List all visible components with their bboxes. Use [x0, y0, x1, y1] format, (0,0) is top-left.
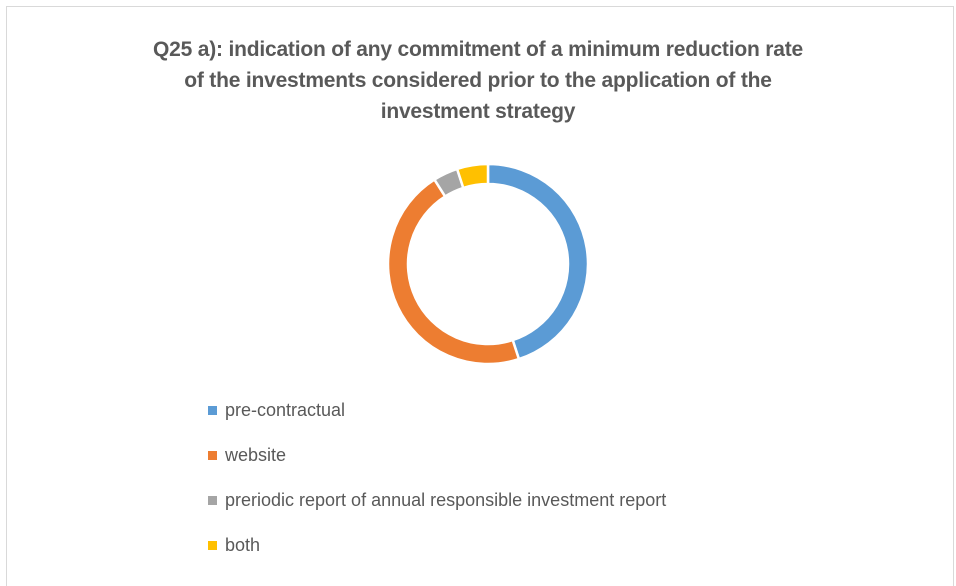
- legend-item-periodic-report: preriodic report of annual responsible i…: [208, 490, 666, 535]
- chart-title: Q25 a): indication of any commitment of …: [60, 34, 896, 127]
- legend: pre-contractual website preriodic report…: [208, 400, 666, 580]
- legend-label-website: website: [225, 445, 287, 465]
- legend-swatch-pre-contractual: [208, 406, 217, 415]
- legend-label-periodic-report: preriodic report of annual responsible i…: [225, 490, 667, 510]
- legend-swatch-website: [208, 451, 217, 460]
- chart-title-line-2: of the investments considered prior to t…: [184, 69, 772, 92]
- chart-title-line-3: investment strategy: [380, 100, 576, 123]
- legend-item-pre-contractual: pre-contractual: [208, 400, 666, 445]
- donut-slice-both: [455, 162, 490, 190]
- donut-slice-website: [386, 177, 521, 366]
- legend-swatch-both: [208, 541, 217, 550]
- donut-slice-pre-contractual: [486, 162, 590, 361]
- legend-swatch-periodic-report: [208, 496, 217, 505]
- legend-item-website: website: [208, 445, 666, 490]
- legend-label-both: both: [225, 535, 261, 555]
- chart-area: [6, 6, 954, 586]
- chart-title-line-1: Q25 a): indication of any commitment of …: [153, 38, 803, 61]
- legend-item-both: both: [208, 535, 666, 580]
- legend-label-pre-contractual: pre-contractual: [225, 400, 346, 420]
